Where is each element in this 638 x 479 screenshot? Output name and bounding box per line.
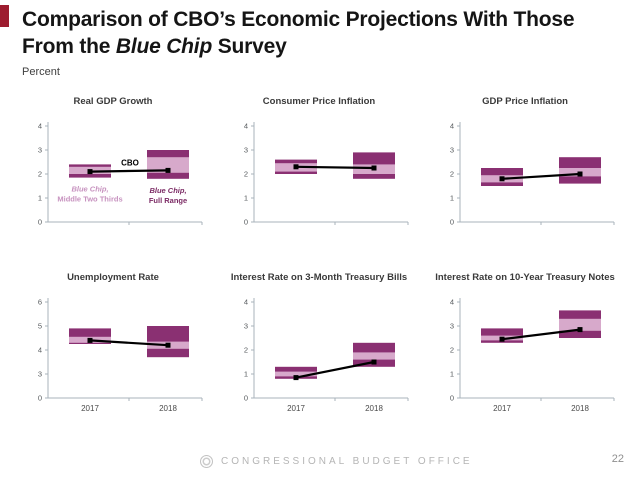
svg-text:0: 0 bbox=[244, 218, 248, 227]
svg-text:0: 0 bbox=[244, 394, 248, 403]
slide-title-line2-pre: From the bbox=[22, 35, 116, 58]
slide-title-line1: Comparison of CBO’s Economic Projections… bbox=[22, 8, 575, 31]
chart-title: Interest Rate on 10-Year Treasury Notes bbox=[435, 272, 615, 283]
svg-text:4: 4 bbox=[450, 298, 454, 307]
svg-text:2018: 2018 bbox=[571, 404, 589, 413]
svg-text:3: 3 bbox=[244, 146, 248, 155]
svg-text:2018: 2018 bbox=[365, 404, 383, 413]
chart-gdp-price-inflation: GDP Price Inflation 0 1 2 3 4 bbox=[422, 94, 628, 248]
subtitle-percent: Percent bbox=[22, 66, 60, 78]
svg-text:2017: 2017 bbox=[493, 404, 511, 413]
svg-text:2: 2 bbox=[244, 170, 248, 179]
svg-text:4: 4 bbox=[38, 346, 42, 355]
svg-text:3: 3 bbox=[38, 370, 42, 379]
chart-plot-unemployment-rate: 0 3 4 5 6 2017 2018 bbox=[38, 298, 203, 413]
svg-text:2017: 2017 bbox=[287, 404, 305, 413]
chart-title: Real GDP Growth bbox=[73, 96, 153, 107]
svg-text:2017: 2017 bbox=[81, 404, 99, 413]
svg-text:4: 4 bbox=[450, 122, 454, 131]
svg-text:0: 0 bbox=[450, 218, 454, 227]
svg-text:3: 3 bbox=[450, 322, 454, 331]
footer: CONGRESSIONAL BUDGET OFFICE 22 bbox=[0, 453, 638, 473]
chart-row-bottom: Unemployment Rate 0 3 4 5 6 2017 2018 Interest… bbox=[10, 270, 628, 424]
svg-text:4: 4 bbox=[244, 122, 248, 131]
chart-10-year-treasury-notes: Interest Rate on 10-Year Treasury Notes … bbox=[422, 270, 628, 424]
slide-title-blue-chip: Blue Chip bbox=[115, 35, 213, 58]
svg-text:0: 0 bbox=[450, 394, 454, 403]
chart-plot-consumer-price-inflation: 0 1 2 3 4 bbox=[244, 122, 409, 227]
svg-text:Full Range: Full Range bbox=[149, 196, 187, 205]
chart-consumer-price-inflation: Consumer Price Inflation 0 1 2 3 4 bbox=[216, 94, 422, 248]
svg-text:4: 4 bbox=[244, 298, 248, 307]
svg-text:4: 4 bbox=[38, 122, 42, 131]
chart-3-month-treasury-bills: Interest Rate on 3-Month Treasury Bills … bbox=[216, 270, 422, 424]
svg-text:0: 0 bbox=[38, 394, 42, 403]
svg-text:1: 1 bbox=[450, 194, 454, 203]
svg-text:2: 2 bbox=[38, 170, 42, 179]
footer-center: CONGRESSIONAL BUDGET OFFICE bbox=[200, 455, 473, 468]
slide-title-line2-post: Survey bbox=[212, 35, 287, 58]
chart-title: Consumer Price Inflation bbox=[262, 96, 376, 107]
svg-text:3: 3 bbox=[450, 146, 454, 155]
svg-text:1: 1 bbox=[38, 194, 42, 203]
cbo-seal-icon bbox=[200, 455, 213, 468]
chart-title: GDP Price Inflation bbox=[482, 96, 568, 107]
svg-text:Middle Two Thirds: Middle Two Thirds bbox=[57, 195, 122, 204]
svg-text:3: 3 bbox=[244, 322, 248, 331]
chart-real-gdp-growth: Real GDP Growth 0 1 2 3 4 CBO Blue Chip, Middle… bbox=[10, 94, 216, 248]
chart-unemployment-rate: Unemployment Rate 0 3 4 5 6 2017 2018 bbox=[10, 270, 216, 424]
svg-text:1: 1 bbox=[244, 194, 248, 203]
svg-text:CBO: CBO bbox=[121, 159, 139, 168]
svg-text:1: 1 bbox=[450, 370, 454, 379]
chart-title: Interest Rate on 3-Month Treasury Bills bbox=[230, 272, 408, 283]
chart-title: Unemployment Rate bbox=[67, 272, 159, 283]
svg-text:Blue Chip,: Blue Chip, bbox=[71, 185, 108, 194]
svg-text:0: 0 bbox=[38, 218, 42, 227]
svg-text:2: 2 bbox=[450, 346, 454, 355]
chart-plot-3-month-treasury-bills: 0 1 2 3 4 2017 2018 bbox=[244, 298, 409, 413]
svg-text:1: 1 bbox=[244, 370, 248, 379]
slide-accent-bar bbox=[0, 5, 9, 27]
svg-text:2018: 2018 bbox=[159, 404, 177, 413]
chart-plot-gdp-price-inflation: 0 1 2 3 4 bbox=[450, 122, 615, 227]
chart-row-top: Real GDP Growth 0 1 2 3 4 CBO Blue Chip, Middle… bbox=[10, 94, 628, 248]
svg-text:6: 6 bbox=[38, 298, 42, 307]
svg-text:2: 2 bbox=[450, 170, 454, 179]
svg-text:Blue Chip,: Blue Chip, bbox=[149, 186, 186, 195]
footer-org: CONGRESSIONAL BUDGET OFFICE bbox=[221, 456, 473, 467]
slide-title: Comparison of CBO’s Economic Projections… bbox=[22, 6, 622, 60]
chart-plot-10-year-treasury-notes: 0 1 2 3 4 2017 2018 bbox=[450, 298, 615, 413]
page-number: 22 bbox=[611, 453, 624, 465]
svg-text:2: 2 bbox=[244, 346, 248, 355]
svg-text:3: 3 bbox=[38, 146, 42, 155]
svg-text:5: 5 bbox=[38, 322, 42, 331]
